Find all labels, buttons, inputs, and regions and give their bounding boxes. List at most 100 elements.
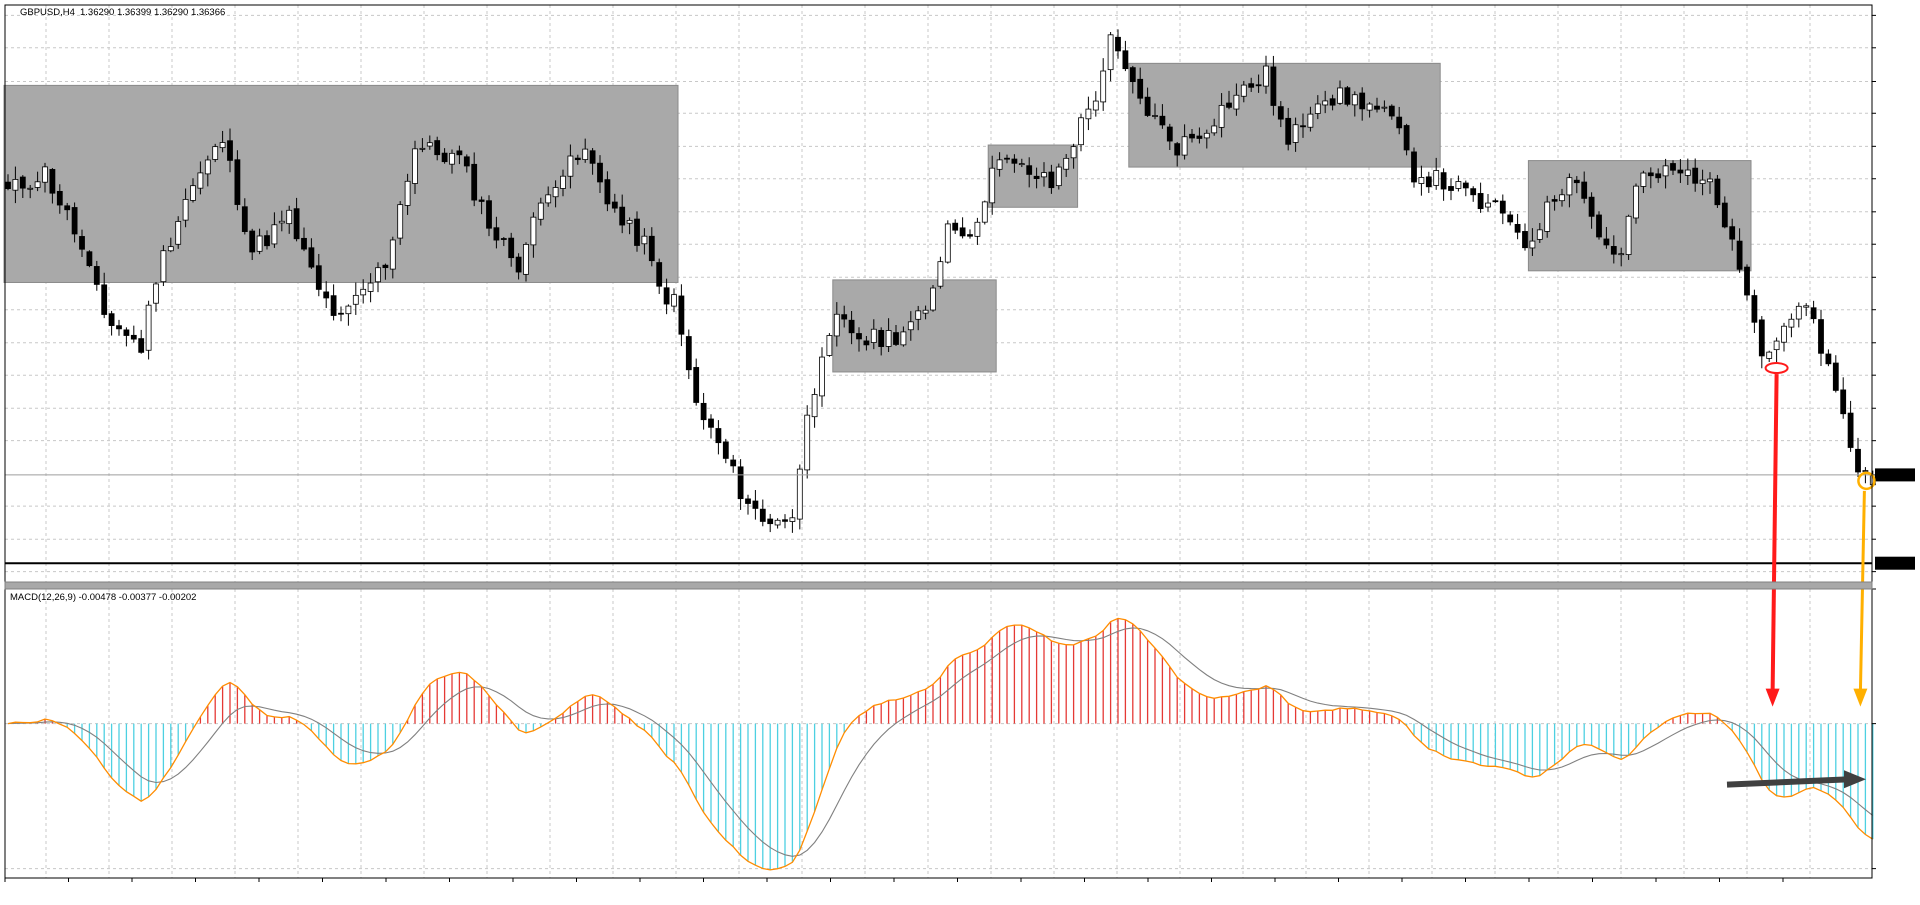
- candle-body: [952, 222, 959, 231]
- candle-body: [856, 333, 862, 340]
- candle-body: [1655, 173, 1662, 179]
- candle-body: [1196, 135, 1203, 139]
- candle-body: [330, 295, 337, 316]
- candle-body: [249, 230, 256, 253]
- candle-body: [619, 206, 626, 226]
- candle-body: [745, 498, 751, 504]
- candle-body: [93, 266, 100, 285]
- consolidation-zone: [1128, 62, 1441, 168]
- candle-body: [486, 200, 492, 229]
- candle-body: [959, 227, 966, 237]
- candle-body: [641, 235, 648, 245]
- candle-body: [367, 282, 374, 292]
- candle-body: [574, 157, 581, 161]
- candle-body: [900, 331, 907, 346]
- candle-body: [922, 309, 929, 314]
- candle-body: [227, 140, 233, 161]
- candle-body: [1322, 100, 1329, 106]
- candle-body: [693, 367, 700, 403]
- candle-body: [1448, 186, 1454, 191]
- candle-body: [204, 159, 211, 175]
- candle-body: [182, 199, 189, 221]
- candle-body: [1314, 103, 1321, 114]
- candle-body: [323, 291, 330, 299]
- candle-body: [286, 209, 293, 225]
- candle-body: [1107, 34, 1114, 71]
- candle-body: [1514, 223, 1521, 233]
- candle-body: [1004, 157, 1010, 160]
- candle-body: [1588, 196, 1595, 217]
- candle-body: [648, 235, 655, 262]
- candle-body: [1803, 305, 1810, 308]
- candle-body: [278, 220, 285, 224]
- candle-body: [1277, 106, 1284, 120]
- candle-body: [1721, 202, 1728, 228]
- candle-body: [1211, 125, 1218, 134]
- candle-body: [1825, 353, 1832, 365]
- candle-body: [597, 162, 603, 183]
- candle-body: [1255, 84, 1262, 87]
- candle-body: [1699, 179, 1706, 184]
- candle-body: [811, 394, 818, 418]
- candle-body: [1625, 215, 1632, 255]
- candle-body: [71, 207, 78, 235]
- candle-body: [833, 313, 840, 337]
- candle-body: [12, 179, 19, 191]
- candle-body: [1270, 66, 1277, 106]
- candle-body: [1359, 92, 1366, 110]
- candle-body: [589, 150, 596, 164]
- candle-body: [1810, 307, 1817, 320]
- candle-body: [1344, 87, 1351, 105]
- candle-body: [1055, 166, 1062, 187]
- candle-body: [752, 500, 759, 509]
- candle-body: [1129, 67, 1136, 83]
- candle-body: [463, 156, 470, 167]
- candle-body: [1862, 470, 1869, 472]
- candle-body: [1492, 200, 1499, 203]
- consolidation-zones: [3, 62, 1752, 373]
- candle-body: [930, 287, 936, 311]
- candle-body: [1018, 163, 1025, 166]
- candle-body: [515, 256, 522, 273]
- candle-body: [338, 312, 344, 315]
- candle-body: [759, 508, 766, 522]
- candle-body: [1218, 104, 1225, 128]
- candle-body: [863, 340, 870, 346]
- candle-body: [1292, 124, 1299, 143]
- candle-body: [419, 147, 426, 150]
- candle-body: [1041, 172, 1047, 178]
- candle-body: [663, 287, 670, 305]
- candle-body: [981, 201, 988, 223]
- candle-body: [848, 319, 855, 334]
- consolidation-zone: [3, 84, 679, 283]
- candle-body: [79, 236, 85, 250]
- candle-body: [1647, 172, 1654, 177]
- candle-body: [345, 305, 352, 315]
- candle-body: [1840, 389, 1847, 415]
- candle-body: [1078, 117, 1084, 146]
- candle-body: [1144, 96, 1151, 116]
- macd-axis: [1872, 588, 1876, 870]
- candle-body: [389, 239, 396, 270]
- candle-body: [1633, 185, 1639, 219]
- candle-body: [545, 194, 552, 204]
- candle-body: [1670, 163, 1676, 171]
- candle-body: [160, 250, 167, 283]
- candle-body: [1551, 199, 1558, 202]
- candle-body: [1559, 194, 1565, 202]
- candle-body: [944, 223, 951, 263]
- candle-body: [1248, 83, 1255, 88]
- candle-body: [1418, 177, 1425, 184]
- panel-frames: [4, 4, 1873, 879]
- orange-arrow-shaft: [1858, 490, 1866, 693]
- candle-body: [907, 321, 914, 331]
- candle-body: [264, 235, 270, 247]
- candle-body: [1226, 102, 1232, 108]
- candle-body: [1618, 253, 1625, 256]
- candle-body: [1159, 115, 1166, 126]
- candle-body: [1240, 84, 1247, 97]
- candle-body: [1596, 214, 1602, 238]
- candle-body: [426, 142, 433, 147]
- candle-body: [478, 199, 485, 202]
